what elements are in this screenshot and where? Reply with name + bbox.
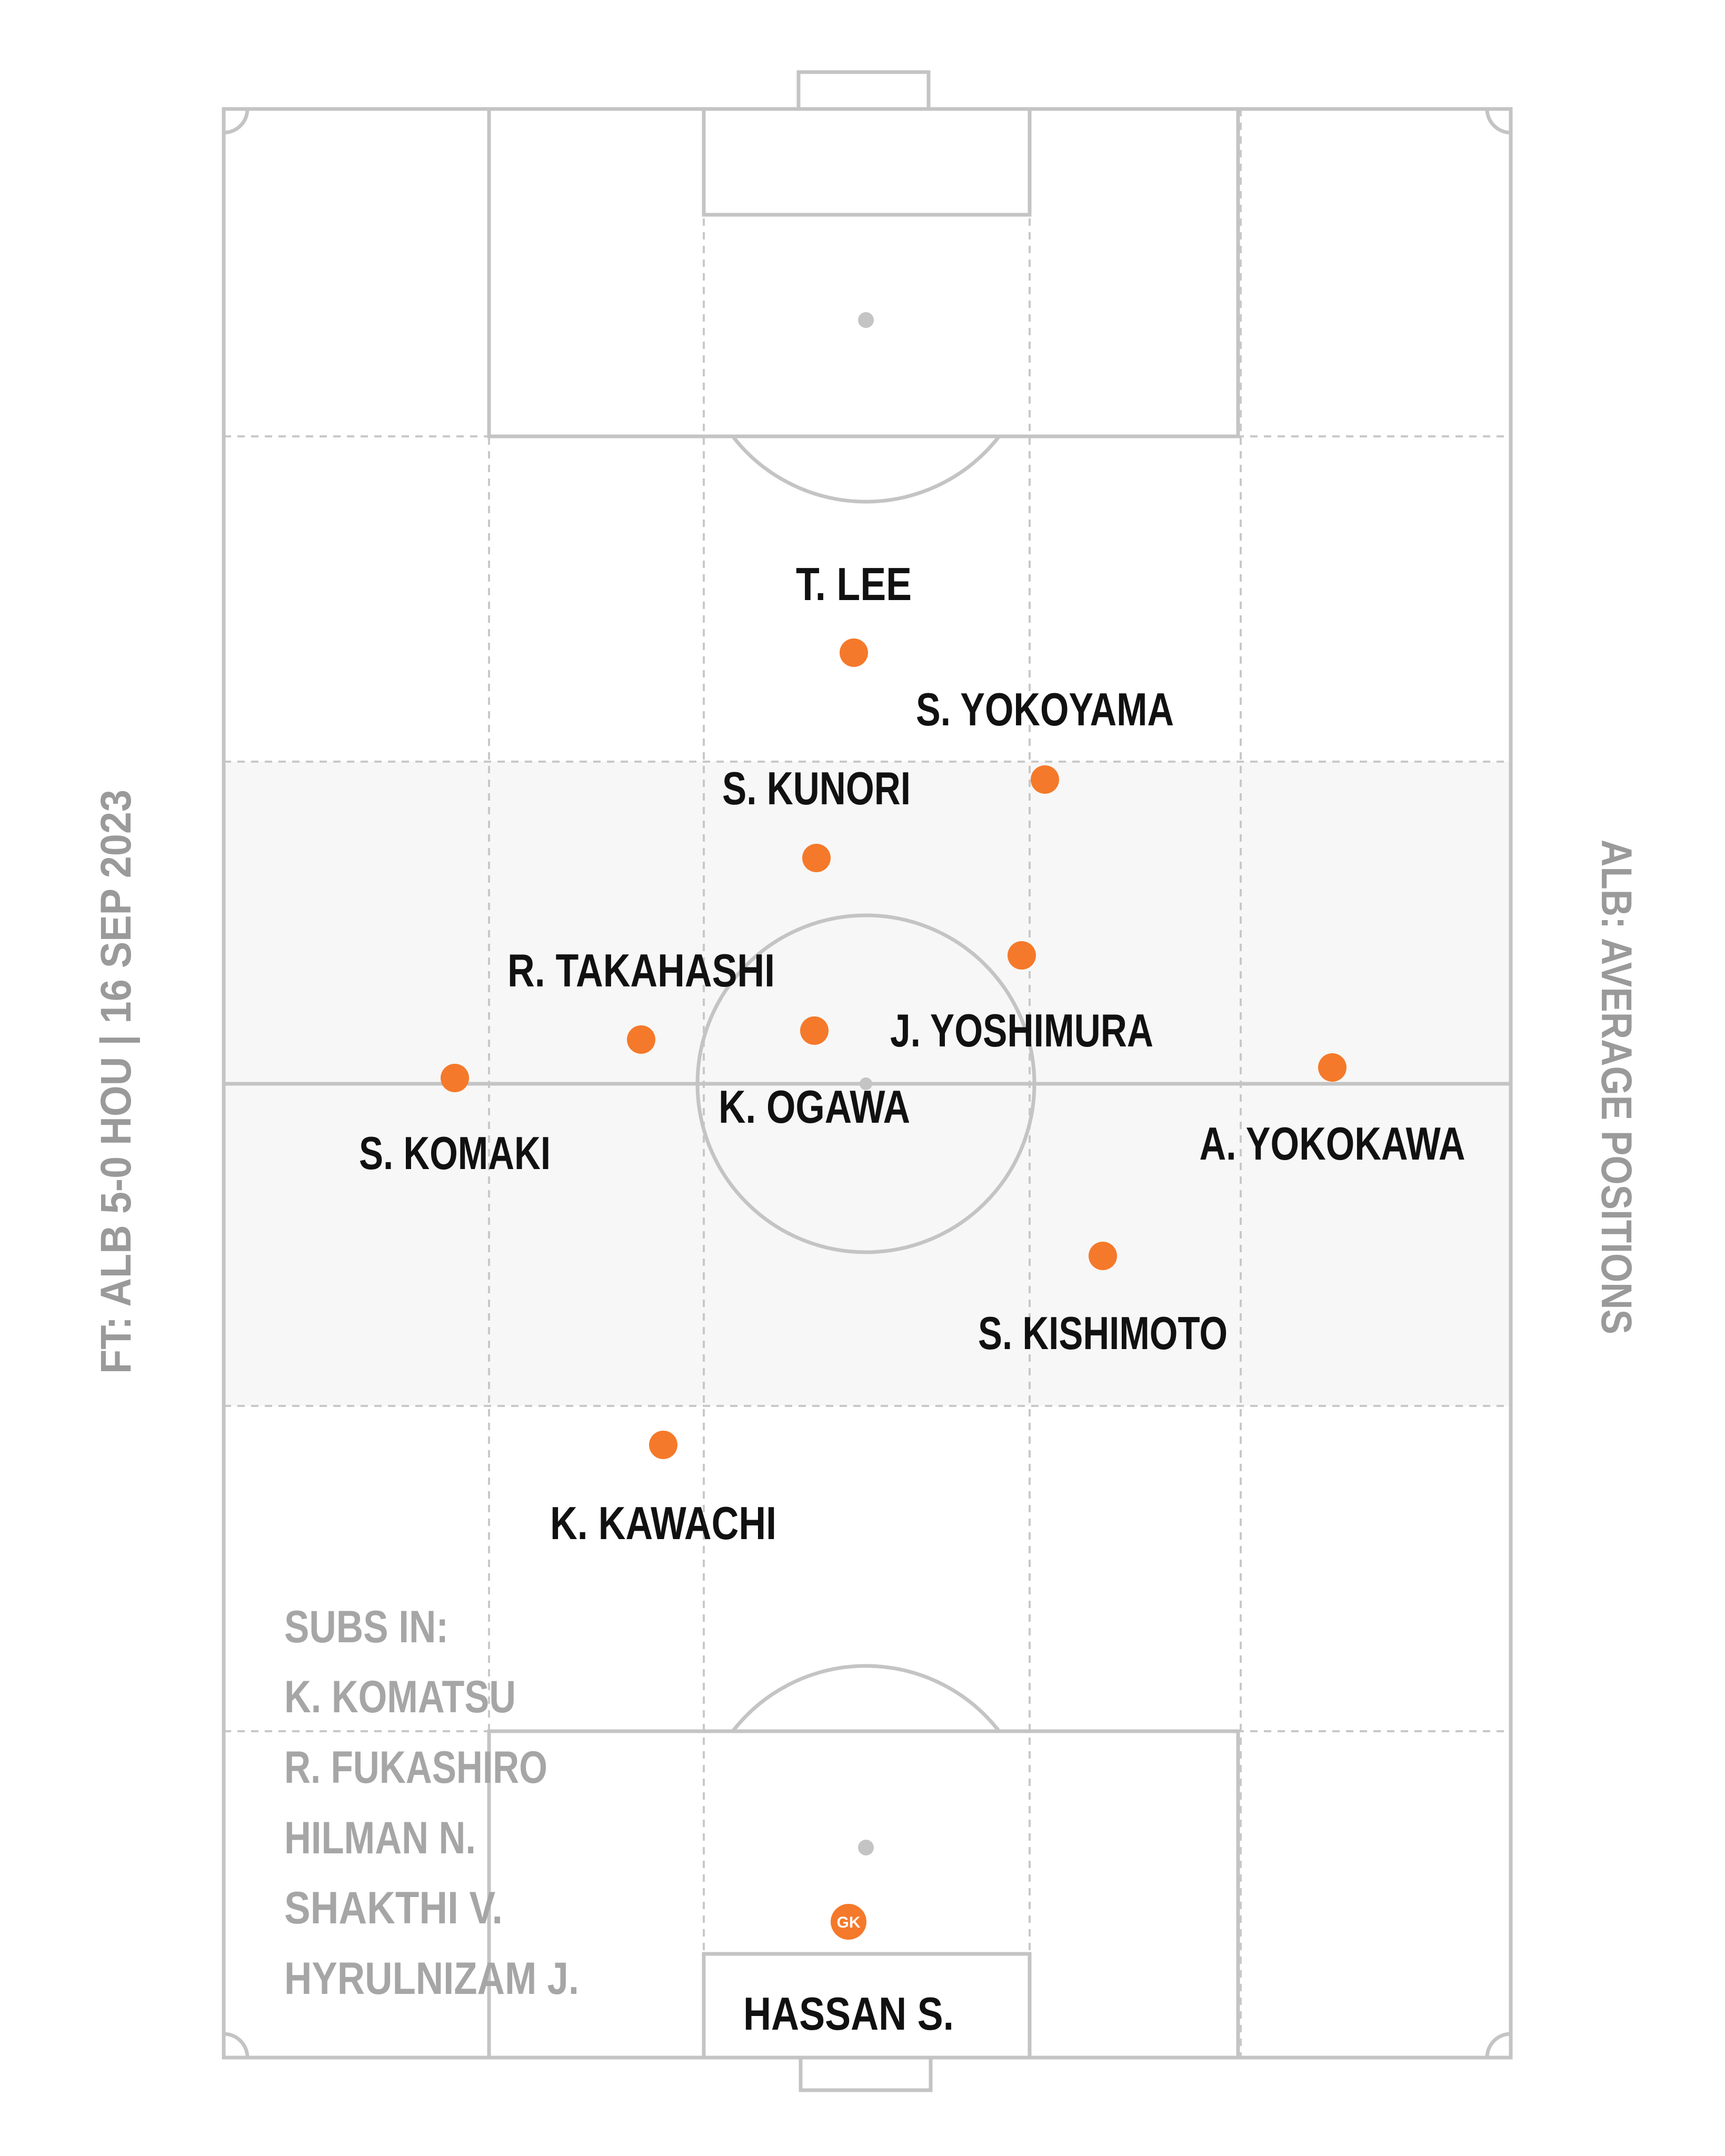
player-label-hassan-s: HASSAN S. bbox=[743, 1988, 954, 2040]
corner-arc-top-right bbox=[1485, 108, 1511, 135]
top-six-yard-box bbox=[702, 107, 1032, 217]
sub-player: K. KOMATSU bbox=[284, 1672, 516, 1722]
bottom-penalty-spot bbox=[858, 1840, 874, 1855]
bottom-penalty-arc bbox=[731, 1664, 1001, 1733]
sub-player: HYRULNIZAM J. bbox=[284, 1953, 579, 2004]
player-label-a-yokokawa: A. YOKOKAWA bbox=[1200, 1117, 1465, 1170]
player-marker-k-kawachi bbox=[649, 1431, 677, 1459]
player-marker-s-kunori bbox=[802, 844, 831, 872]
player-label-s-komaki: S. KOMAKI bbox=[359, 1127, 551, 1179]
corner-arc-bottom-left bbox=[223, 2032, 250, 2058]
player-label-j-yoshimura: J. YOSHIMURA bbox=[890, 1004, 1153, 1056]
top-penalty-box bbox=[487, 107, 1240, 438]
player-marker-s-komaki bbox=[441, 1064, 469, 1092]
player-marker-goalkeeper bbox=[831, 1904, 866, 1940]
player-label-t-lee: T. LEE bbox=[796, 558, 912, 610]
player-marker-s-yokoyama bbox=[1031, 765, 1059, 794]
subs-heading: SUBS IN: bbox=[284, 1602, 448, 1652]
player-label-s-kunori: S. KUNORI bbox=[722, 762, 911, 814]
match-result-caption: FT: ALB 5-0 HOU | 16 SEP 2023 bbox=[92, 790, 141, 1374]
top-penalty-arc bbox=[731, 435, 1001, 504]
centre-spot bbox=[860, 1077, 872, 1090]
bottom-goal bbox=[799, 2055, 933, 2092]
sub-player: HILMAN N. bbox=[284, 1813, 476, 1863]
player-marker-k-ogawa bbox=[800, 1016, 829, 1045]
player-marker-j-yoshimura bbox=[1008, 941, 1036, 970]
player-marker-r-takahashi bbox=[627, 1025, 655, 1054]
player-label-s-yokoyama: S. YOKOYAMA bbox=[916, 683, 1174, 735]
top-penalty-spot bbox=[858, 312, 874, 328]
player-marker-s-kishimoto bbox=[1089, 1242, 1117, 1270]
subs-list: SUBS IN: K. KOMATSU R. FUKASHIRO HILMAN … bbox=[284, 1602, 579, 2004]
average-positions-caption: ALB: AVERAGE POSITIONS bbox=[1592, 840, 1640, 1334]
corner-arc-top-left bbox=[223, 108, 250, 135]
player-label-s-kishimoto: S. KISHIMOTO bbox=[978, 1307, 1228, 1359]
player-markers bbox=[441, 638, 1347, 1940]
goalkeeper-badge: GK bbox=[837, 1914, 861, 1931]
player-marker-a-yokokawa bbox=[1318, 1053, 1347, 1082]
player-label-k-kawachi: K. KAWACHI bbox=[550, 1497, 776, 1549]
corner-arc-bottom-right bbox=[1485, 2032, 1511, 2058]
player-label-k-ogawa: K. OGAWA bbox=[719, 1081, 910, 1133]
sub-player: R. FUKASHIRO bbox=[284, 1742, 547, 1793]
sub-player: SHAKTHI V. bbox=[284, 1883, 503, 1933]
pitch-markings bbox=[222, 70, 1513, 2092]
player-label-r-takahashi: R. TAKAHASHI bbox=[507, 944, 775, 996]
player-marker-t-lee bbox=[840, 638, 868, 667]
centre-circle bbox=[695, 913, 1036, 1254]
top-goal bbox=[796, 70, 931, 111]
player-labels: T. LEE S. YOKOYAMA S. KUNORI R. TAKAHASH… bbox=[359, 558, 1465, 2040]
